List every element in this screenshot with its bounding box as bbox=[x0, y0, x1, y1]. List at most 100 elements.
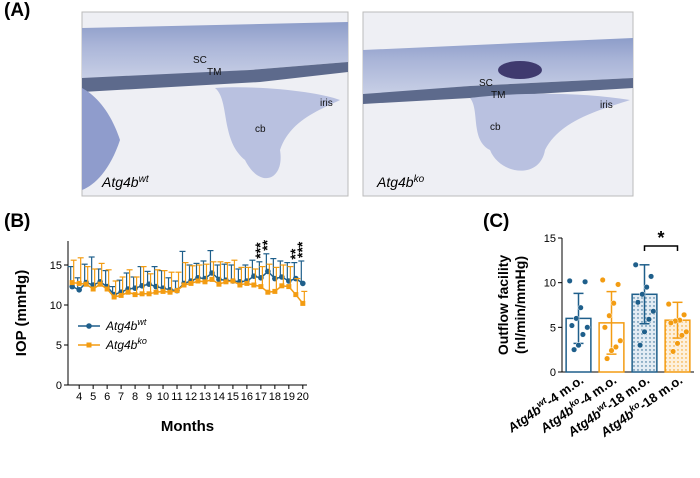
error-bar bbox=[84, 266, 91, 285]
error-bar bbox=[252, 268, 259, 285]
data-point bbox=[584, 324, 591, 331]
genotype-superscript: wt bbox=[139, 174, 150, 185]
data-point bbox=[681, 311, 688, 318]
x-tick-label: 4 bbox=[76, 391, 82, 403]
error-bar bbox=[168, 271, 175, 293]
error-bar bbox=[294, 278, 301, 295]
marker bbox=[69, 280, 75, 286]
error-bar bbox=[238, 266, 245, 285]
x-tick-label: 19 bbox=[283, 391, 295, 403]
x-tick-label: 6 bbox=[104, 391, 110, 403]
data-point bbox=[577, 304, 584, 311]
marker bbox=[160, 288, 166, 294]
legend-name: Atg4b bbox=[105, 319, 138, 333]
error-bar bbox=[137, 266, 144, 286]
genotype: Atg4b bbox=[376, 174, 414, 190]
data-point bbox=[667, 319, 674, 326]
genotype-label: Atg4bwt bbox=[101, 174, 150, 190]
data-point bbox=[683, 328, 690, 335]
legend-superscript: wt bbox=[137, 317, 146, 327]
marker bbox=[111, 294, 117, 300]
marker bbox=[272, 288, 278, 294]
error-bar bbox=[298, 260, 305, 284]
marker bbox=[83, 281, 89, 287]
x-tick-label: 16 bbox=[241, 391, 253, 403]
structure-label: iris bbox=[320, 98, 333, 109]
marker bbox=[153, 289, 159, 295]
data-point bbox=[566, 277, 573, 284]
data-point bbox=[610, 300, 617, 307]
data-point bbox=[575, 342, 582, 349]
error-bar bbox=[249, 259, 256, 277]
error-bar bbox=[133, 276, 140, 295]
structure-label: iris bbox=[600, 100, 613, 111]
data-point bbox=[639, 291, 646, 298]
significance: * bbox=[657, 228, 664, 248]
significance: ** bbox=[259, 239, 275, 250]
error-bar bbox=[266, 263, 273, 293]
x-tick-label: 13 bbox=[199, 391, 211, 403]
error-bar bbox=[263, 253, 270, 272]
genotype-label: Atg4bko bbox=[376, 174, 425, 190]
y-tick-label: 15 bbox=[544, 233, 556, 245]
error-bar bbox=[231, 259, 238, 281]
error-bar bbox=[88, 256, 95, 285]
error-bar bbox=[182, 262, 189, 285]
data-point bbox=[617, 337, 624, 344]
error-bar bbox=[273, 266, 280, 292]
x-tick-label: 12 bbox=[185, 391, 197, 403]
data-point bbox=[632, 261, 639, 268]
x-tick-label: 17 bbox=[255, 391, 267, 403]
legend-marker bbox=[86, 342, 92, 348]
structure-label: TM bbox=[207, 67, 221, 78]
data-point bbox=[643, 284, 650, 291]
x-tick-label: 7 bbox=[118, 391, 124, 403]
x-tick-label: 18 bbox=[269, 391, 281, 403]
error-bar bbox=[112, 280, 119, 297]
error-bar bbox=[147, 273, 154, 294]
error-bar bbox=[217, 261, 224, 285]
data-point bbox=[582, 278, 589, 285]
marker bbox=[69, 283, 75, 290]
error-bar bbox=[119, 276, 126, 296]
y-tick-label: 10 bbox=[50, 300, 62, 312]
marker bbox=[300, 280, 306, 287]
marker bbox=[139, 291, 145, 297]
significance-bracket bbox=[643, 245, 679, 251]
x-tick-label: 9 bbox=[146, 391, 152, 403]
marker bbox=[174, 288, 180, 294]
data-point bbox=[665, 301, 672, 308]
x-tick-label: 20 bbox=[297, 391, 309, 403]
y-tick-label: 0 bbox=[56, 380, 62, 392]
marker bbox=[244, 280, 250, 286]
error-bar bbox=[196, 264, 203, 281]
marker bbox=[76, 280, 82, 286]
error-bar bbox=[77, 257, 84, 284]
error-bar bbox=[126, 269, 133, 293]
error-bar bbox=[81, 263, 88, 283]
error-bar bbox=[154, 269, 161, 293]
data-point bbox=[568, 322, 575, 329]
marker bbox=[146, 291, 152, 297]
error-bar bbox=[102, 270, 109, 287]
error-bar bbox=[221, 263, 228, 281]
marker bbox=[230, 278, 236, 284]
error-bar bbox=[175, 271, 182, 291]
error-bar bbox=[179, 250, 186, 284]
data-point bbox=[606, 312, 613, 319]
marker bbox=[202, 279, 208, 285]
legend-name: Atg4b bbox=[105, 338, 138, 352]
data-point bbox=[678, 332, 685, 339]
x-tick-label: 14 bbox=[213, 391, 225, 403]
error-bar bbox=[186, 264, 193, 281]
data-point bbox=[615, 281, 622, 288]
panel-label: (C) bbox=[483, 211, 509, 232]
significance: *** bbox=[294, 241, 310, 258]
x-tick-label: 15 bbox=[227, 391, 239, 403]
legend-superscript: ko bbox=[137, 336, 147, 346]
marker bbox=[188, 280, 194, 286]
data-point bbox=[648, 273, 655, 280]
error-bar bbox=[245, 266, 252, 284]
error-bar bbox=[224, 262, 231, 282]
